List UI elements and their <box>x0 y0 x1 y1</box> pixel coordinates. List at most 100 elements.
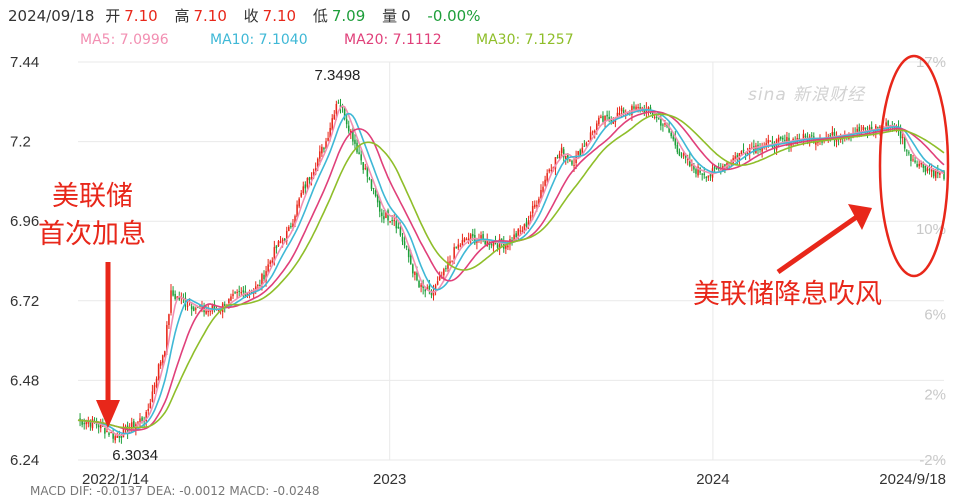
ma20-legend: MA20: 7.1112 <box>344 32 442 48</box>
candle-body <box>190 306 193 310</box>
candle-body <box>242 290 245 293</box>
candle-body <box>546 173 548 181</box>
candle-body <box>498 238 501 249</box>
candle-body <box>490 244 493 246</box>
candle-body <box>391 220 393 222</box>
candle-body <box>397 226 400 229</box>
candle-body <box>602 115 604 122</box>
candle-body <box>538 198 540 207</box>
candle-body <box>151 391 154 402</box>
candle-body <box>622 110 625 114</box>
candle-body <box>277 241 280 247</box>
candle-body <box>447 261 449 269</box>
max-price-label: 7.3498 <box>315 67 361 84</box>
candle-body <box>668 126 670 133</box>
candle-body <box>153 385 156 392</box>
candle-body <box>674 137 677 146</box>
candle-body <box>275 245 278 249</box>
candle-body <box>453 247 455 260</box>
min-price-label: 6.3034 <box>112 447 158 464</box>
candle-body <box>616 112 619 119</box>
candle-body <box>579 149 582 156</box>
candle-body <box>765 143 768 146</box>
candle-body <box>362 162 364 170</box>
candle-body <box>899 130 902 139</box>
candle-body <box>858 126 861 132</box>
y-tick-label: 6.24 <box>10 452 39 469</box>
candle-body <box>519 230 522 232</box>
candle-body <box>908 152 910 154</box>
candle-body <box>467 238 470 241</box>
candle-body <box>294 216 296 225</box>
candle-body <box>192 307 195 311</box>
candle-body <box>887 120 889 130</box>
candle-body <box>560 147 563 154</box>
candle-body <box>548 169 551 172</box>
candle-body <box>79 418 81 420</box>
candle-body <box>438 276 441 281</box>
candle-body <box>414 271 416 275</box>
candle-body <box>114 436 116 441</box>
candle-body <box>614 119 617 122</box>
candle-body <box>428 285 431 290</box>
candle-body <box>627 112 629 114</box>
candle-body <box>540 189 542 199</box>
volume-value: 0 <box>401 7 411 25</box>
candle-body <box>600 116 602 118</box>
candle-body <box>292 223 294 228</box>
candle-body <box>432 290 435 296</box>
open-label: 开 <box>105 7 121 25</box>
candle-body <box>682 153 685 156</box>
candle-body <box>792 138 794 141</box>
candle-body <box>106 430 108 433</box>
candle-body <box>265 271 267 281</box>
candle-body <box>926 168 929 171</box>
candle-body <box>817 142 819 144</box>
y-tick-label: 7.44 <box>10 54 39 71</box>
candle-body <box>337 102 340 104</box>
candle-body <box>133 421 135 429</box>
candle-body <box>104 427 106 434</box>
candle-body <box>476 240 478 243</box>
open-value: 7.10 <box>124 7 158 25</box>
candle-body <box>343 107 346 119</box>
candle-body <box>505 245 507 249</box>
candle-body <box>782 137 784 140</box>
candle-body <box>195 308 197 310</box>
candle-body <box>815 140 817 145</box>
candle-body <box>232 293 234 297</box>
candle-body <box>713 166 716 169</box>
candle-body <box>903 135 906 149</box>
annotation-overlay <box>96 54 950 428</box>
candle-body <box>416 272 418 281</box>
candle-body <box>585 142 588 146</box>
candle-body <box>110 432 112 434</box>
candle-body <box>486 239 489 246</box>
candle-body <box>786 137 788 143</box>
candle-body <box>769 140 772 142</box>
arrow-up-shaft <box>776 213 860 275</box>
candle-body <box>461 240 464 246</box>
candle-body <box>922 162 925 168</box>
candle-body <box>285 230 288 242</box>
candle-body <box>236 292 238 294</box>
candle-body <box>302 186 305 194</box>
candle-body <box>916 164 918 167</box>
candle-body <box>159 361 162 366</box>
candle-body <box>304 184 307 189</box>
candle-body <box>269 261 271 264</box>
candle-body <box>436 281 439 285</box>
candle-body <box>573 164 575 166</box>
candle-body <box>457 244 460 249</box>
candle-body <box>484 240 486 245</box>
candle-body <box>761 147 763 152</box>
candle-body <box>463 238 466 242</box>
candle-body <box>734 156 737 161</box>
candle-body <box>647 107 650 110</box>
candle-body <box>544 179 546 186</box>
candle-body <box>906 150 908 152</box>
candle-body <box>655 116 658 118</box>
candle-body <box>399 227 402 236</box>
candle-body <box>542 186 544 192</box>
